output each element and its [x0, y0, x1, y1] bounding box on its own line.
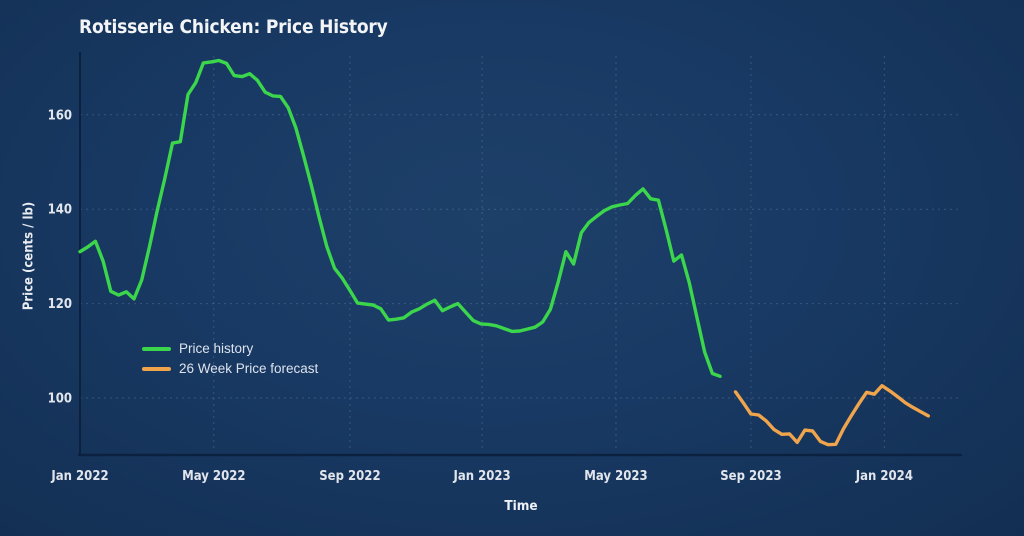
y-tick-label: 120 [48, 297, 72, 312]
y-tick-label: 140 [48, 203, 72, 218]
x-tick-label: May 2022 [182, 469, 245, 484]
price-history-swatch [142, 346, 171, 351]
x-tick-label: Jan 2022 [50, 469, 108, 484]
price-history-line [78, 58, 722, 378]
x-tick-label: Jan 2023 [453, 469, 511, 484]
forecast-line [733, 384, 930, 447]
x-tick-label: May 2023 [584, 469, 647, 484]
forecast-swatch [142, 366, 171, 371]
chart-title: Rotisserie Chicken: Price History [79, 16, 388, 38]
y-tick-label: 160 [48, 108, 72, 123]
x-tick-label: Jan 2024 [855, 469, 913, 484]
legend-item-forecast: 26 Week Price forecast [142, 361, 318, 376]
legend-item-price-history: Price history [142, 341, 318, 356]
x-tick-label: Sep 2023 [720, 469, 781, 484]
y-tick-label: 100 [48, 392, 72, 407]
legend: Price history 26 Week Price forecast [142, 341, 318, 376]
legend-label-forecast: 26 Week Price forecast [179, 361, 319, 376]
x-tick-label: Sep 2022 [319, 469, 380, 484]
x-axis-title: Time [504, 498, 538, 514]
legend-label-price-history: Price history [179, 341, 254, 356]
